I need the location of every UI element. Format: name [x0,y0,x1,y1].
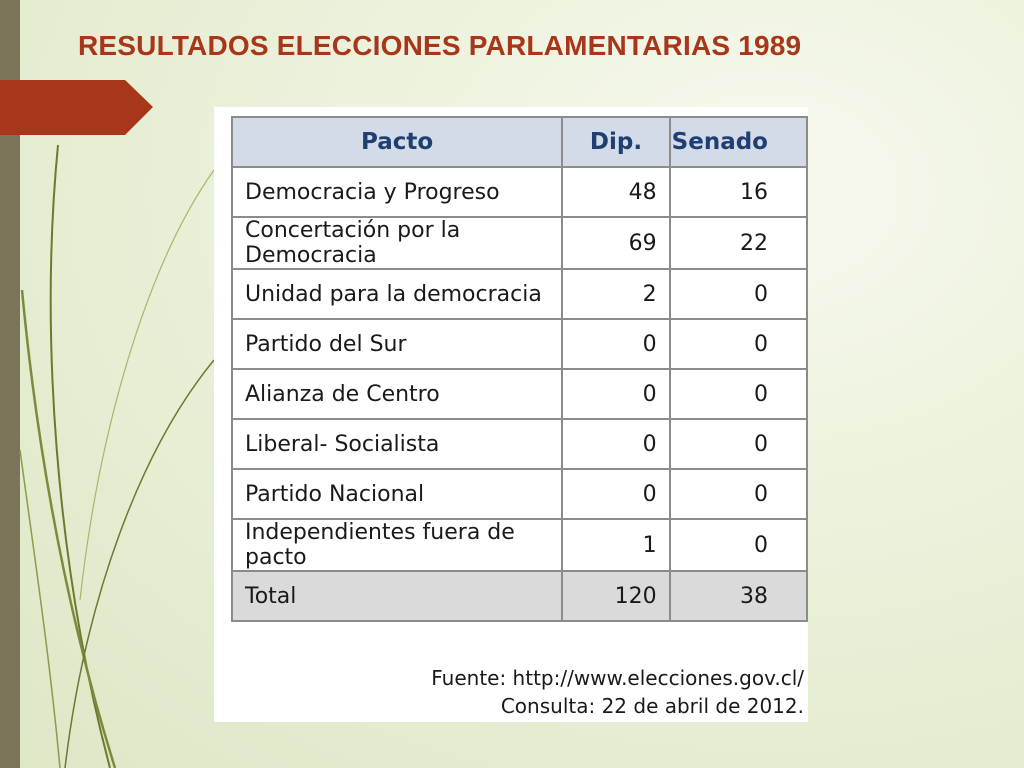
table-row: Liberal- Socialista 0 0 [230,418,809,470]
table-row: Partido del Sur 0 0 [230,318,809,370]
table-total-row: Total 120 38 [230,570,809,622]
table-row: Partido Nacional 0 0 [230,468,809,520]
consult-date-line: Consulta: 22 de abril de 2012. [500,694,804,718]
results-table: Pacto Dip. Senado Democracia y Progreso … [230,116,809,622]
total-dip: 120 [561,570,671,622]
senado-cell: 0 [668,368,809,420]
table-header-row: Pacto Dip. Senado [230,116,809,168]
decorative-curves [19,144,215,768]
table-image-panel: Pacto Dip. Senado Democracia y Progreso … [214,107,809,722]
senado-cell: 0 [668,418,809,470]
dip-cell: 1 [561,518,671,572]
pacto-cell: Democracia y Progreso [230,166,564,218]
pacto-cell: Partido del Sur [230,318,564,370]
table-row: Concertación por la Democracia 69 22 [230,216,809,270]
slide-title: RESULTADOS ELECCIONES PARLAMENTARIAS 198… [78,30,802,61]
pacto-cell: Unidad para la democracia [230,268,564,320]
dip-cell: 48 [561,166,671,218]
senado-cell: 0 [668,318,809,370]
pacto-cell: Independientes fuera de pacto [230,518,564,572]
pacto-cell: Alianza de Centro [230,368,564,420]
header-senado: Senado [668,116,809,168]
table-row: Unidad para la democracia 2 0 [230,268,809,320]
total-senado: 38 [668,570,809,622]
dip-cell: 69 [561,216,671,270]
dip-cell: 0 [561,368,671,420]
total-label: Total [230,570,564,622]
dip-cell: 0 [561,418,671,470]
senado-cell: 0 [668,468,809,520]
senado-cell: 16 [668,166,809,218]
senado-cell: 0 [668,268,809,320]
table-row: Alianza de Centro 0 0 [230,368,809,420]
senado-cell: 22 [668,216,809,270]
table-row: Independientes fuera de pacto 1 0 [230,518,809,572]
table-row: Democracia y Progreso 48 16 [230,166,809,218]
header-dip: Dip. [561,116,671,168]
header-pacto: Pacto [230,116,564,168]
source-line: Fuente: http://www.elecciones.gov.cl/ [431,666,804,690]
arrow-tab-decoration [0,80,153,135]
dip-cell: 0 [561,468,671,520]
dip-cell: 0 [561,318,671,370]
senado-cell: 0 [668,518,809,572]
pacto-cell: Concertación por la Democracia [230,216,564,270]
pacto-cell: Partido Nacional [230,468,564,520]
dip-cell: 2 [561,268,671,320]
pacto-cell: Liberal- Socialista [230,418,564,470]
left-sidebar-bar [0,0,20,768]
source-note: Fuente: http://www.elecciones.gov.cl/ Co… [431,664,804,720]
